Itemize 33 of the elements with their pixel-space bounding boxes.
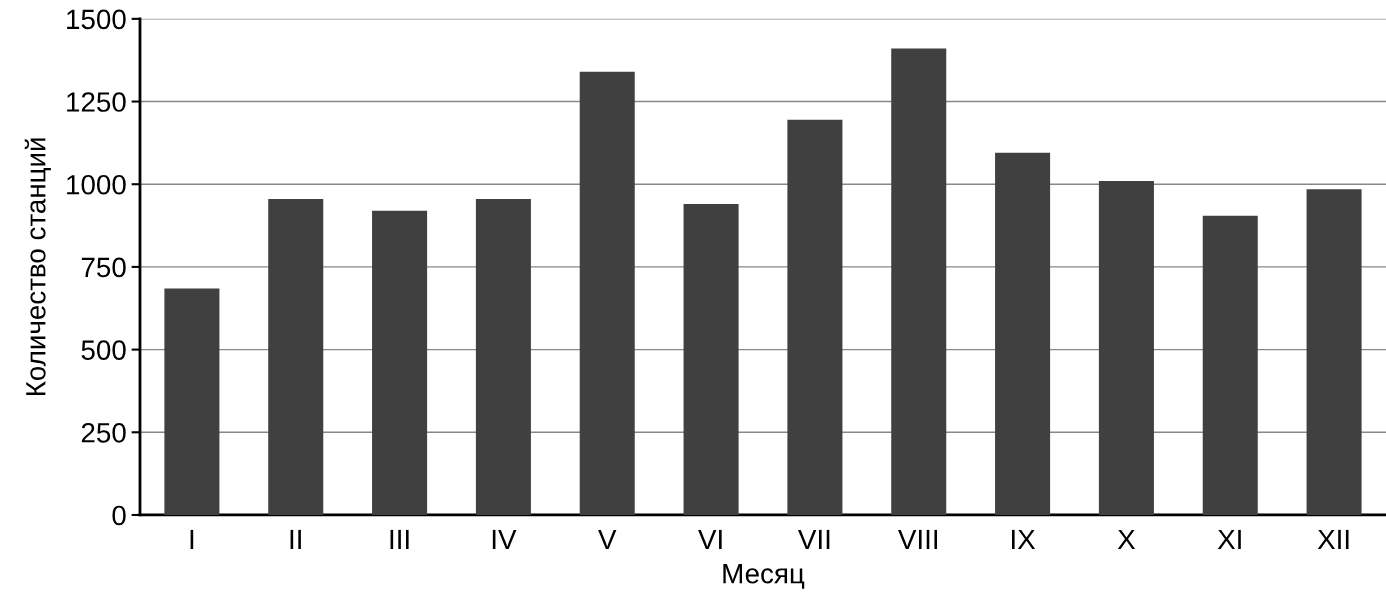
x-tick-label: V <box>598 529 617 549</box>
bar <box>891 48 947 515</box>
bar <box>1306 189 1362 515</box>
x-tick-label: XII <box>1317 529 1349 549</box>
x-axis-title: Месяц <box>723 564 805 589</box>
x-tick-label: IV <box>492 529 517 549</box>
x-tick-label: I <box>190 529 194 549</box>
y-tick-label: 500 <box>81 340 126 360</box>
bar <box>787 119 843 515</box>
bar <box>164 288 220 515</box>
x-tick-label: VII <box>798 529 830 549</box>
y-tick-label: 1250 <box>67 92 126 112</box>
y-tick-label: 1500 <box>67 9 126 30</box>
bar <box>1098 180 1154 515</box>
y-tick-label: 750 <box>81 257 126 278</box>
bar <box>475 199 531 515</box>
x-tick-label: II <box>290 529 301 549</box>
x-tick-label: X <box>1117 529 1136 549</box>
x-tick-label: XI <box>1217 529 1241 549</box>
bar <box>683 204 739 515</box>
x-tick-label: VIII <box>898 529 938 549</box>
x-tick-label: III <box>390 529 409 549</box>
y-axis-title: Количество станций <box>24 138 51 396</box>
y-tick-label: 0 <box>112 505 126 526</box>
x-tick-label: IX <box>1012 529 1036 549</box>
y-tick-label: 1000 <box>67 174 126 195</box>
y-tick-label: 250 <box>81 422 126 443</box>
x-tick-label: VI <box>698 529 722 549</box>
bar <box>579 71 635 515</box>
bar <box>268 199 324 515</box>
bar <box>372 210 428 515</box>
bar <box>995 152 1051 515</box>
bar <box>1202 215 1258 515</box>
